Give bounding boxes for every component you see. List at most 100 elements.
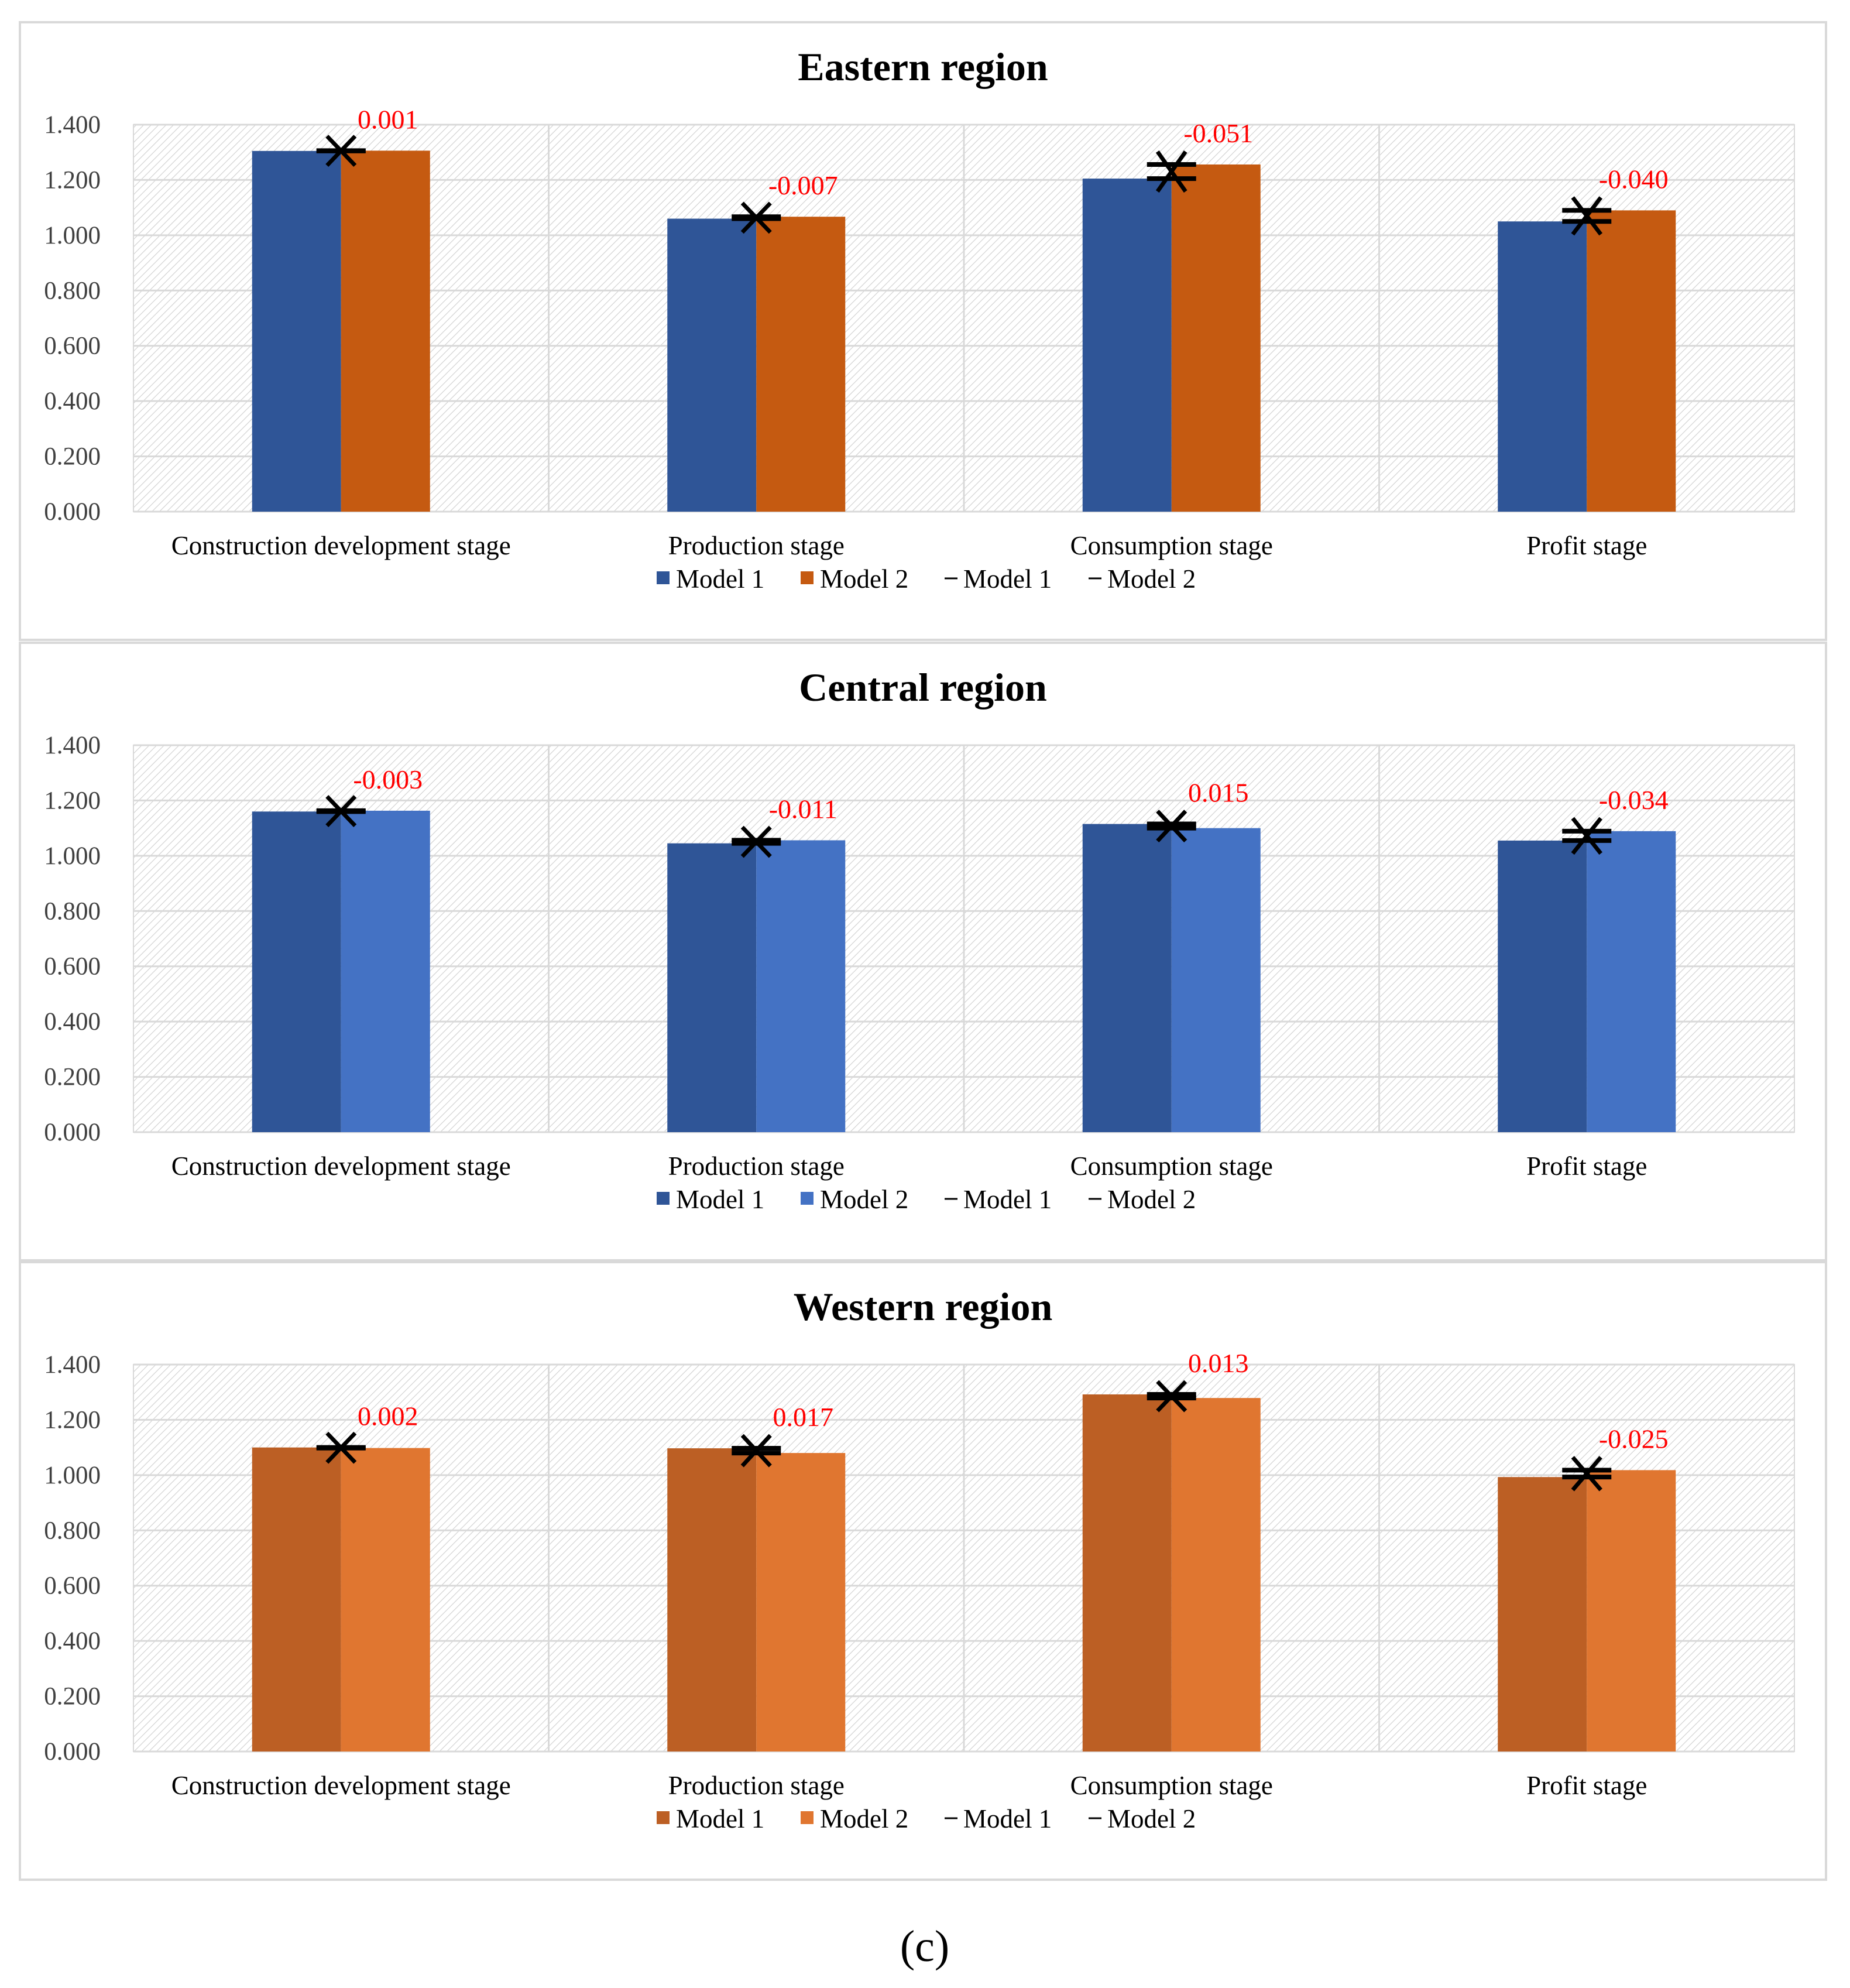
bar-model-1: [252, 811, 341, 1132]
x-category-label: Profit stage: [1526, 531, 1647, 560]
figure-caption: (c): [900, 1922, 949, 1971]
legend-label: Model 1: [676, 1804, 764, 1833]
error-marker: [1562, 196, 1612, 236]
bar-model-2: [341, 1448, 430, 1752]
x-category-label: Production stage: [668, 1151, 845, 1181]
error-marker: [1562, 1456, 1612, 1492]
legend-swatch: [801, 1192, 814, 1205]
cross-stroke: [1156, 810, 1187, 843]
y-tick-label: 0.200: [44, 1064, 101, 1091]
error-marker: [1147, 1380, 1196, 1413]
x-category-label: Consumption stage: [1070, 1151, 1273, 1181]
error-marker: [732, 825, 781, 858]
difference-label: -0.025: [1599, 1424, 1669, 1454]
difference-label: -0.034: [1599, 785, 1669, 815]
difference-label: 0.013: [1188, 1348, 1249, 1378]
legend-swatch: [801, 571, 814, 584]
bar-model-2: [341, 810, 430, 1132]
cross-stroke: [740, 1434, 772, 1468]
error-marker: [316, 135, 366, 167]
legend-label: Model 2: [820, 1185, 908, 1214]
legend-label: Model 2: [820, 1804, 908, 1833]
bar-model-2: [1171, 164, 1261, 512]
difference-label: 0.015: [1188, 778, 1249, 808]
y-tick-label: 0.200: [44, 1683, 101, 1711]
y-tick-label: 1.400: [44, 732, 101, 759]
bar-model-2: [1171, 1398, 1261, 1752]
bar-model-2: [756, 1453, 846, 1752]
legend: Model 1 Model 2 Model 1 Model 2: [657, 1804, 1196, 1833]
cross-stroke: [325, 1431, 357, 1464]
bar-model-2: [1587, 210, 1676, 512]
legend-label: Model 1: [676, 564, 764, 594]
y-tick-label: 1.400: [44, 111, 101, 139]
legend-label: Model 1: [963, 564, 1052, 594]
y-tick-label: 1.200: [44, 166, 101, 194]
legend-label: Model 1: [963, 1804, 1052, 1833]
bar-model-2: [756, 217, 846, 512]
y-tick-label: 1.200: [44, 787, 101, 814]
y-tick-label: 0.000: [44, 498, 101, 526]
x-category-label: Construction development stage: [171, 1151, 511, 1181]
bar-model-1: [667, 843, 757, 1132]
charts-root: Eastern region 0.000 0.200 0.400 0.600 0.800 1…: [19, 21, 1827, 1881]
error-marker: [1147, 810, 1196, 843]
legend-swatch: [657, 1811, 670, 1824]
bar-model-1: [1082, 179, 1172, 512]
cross-stroke: [325, 135, 357, 167]
y-tick-label: 0.400: [44, 1627, 101, 1655]
cross-stroke: [1571, 1456, 1602, 1492]
x-category-label: Consumption stage: [1070, 1771, 1273, 1800]
error-marker: [316, 795, 366, 828]
x-category-label: Profit stage: [1526, 1151, 1647, 1181]
bar-model-1: [252, 150, 341, 512]
y-tick-label: 1.400: [44, 1351, 101, 1379]
cross-stroke: [1155, 150, 1187, 193]
y-tick-label: 1.200: [44, 1406, 101, 1434]
y-tick-label: 0.400: [44, 388, 101, 415]
error-marker: [732, 1434, 781, 1468]
chart-title: Central region: [799, 665, 1047, 709]
cross-stroke: [740, 201, 772, 234]
legend-swatch: [657, 571, 670, 584]
cross-stroke: [1571, 817, 1602, 855]
cross-stroke: [325, 795, 357, 828]
chart-panel-2: Central region 0.000 0.200 0.400 0.600 0.800 1…: [19, 642, 1827, 1262]
legend-swatch: [657, 1192, 670, 1205]
bar-model-1: [1498, 221, 1587, 512]
error-marker: [1562, 817, 1612, 855]
bar-model-1: [1082, 1394, 1172, 1752]
legend-label: Model 1: [963, 1185, 1052, 1214]
bar-model-1: [1498, 1477, 1587, 1752]
x-category-label: Profit stage: [1526, 1771, 1647, 1800]
x-category-label: Consumption stage: [1070, 531, 1273, 560]
y-tick-label: 1.000: [44, 1462, 101, 1489]
difference-label: -0.011: [769, 794, 838, 824]
bar-model-1: [667, 218, 757, 512]
chart-panel-3: Western region 0.000 0.200 0.400 0.600 0.800 1…: [19, 1261, 1827, 1881]
bar-model-1: [1082, 824, 1172, 1132]
y-tick-label: 0.600: [44, 1572, 101, 1600]
y-tick-label: 0.800: [44, 897, 101, 925]
bar-model-1: [1498, 840, 1587, 1132]
legend: Model 1 Model 2 Model 1 Model 2: [657, 564, 1196, 594]
cross-stroke: [1156, 1380, 1187, 1413]
y-tick-label: 0.600: [44, 953, 101, 981]
cross-stroke: [1571, 196, 1603, 236]
difference-label: 0.017: [773, 1402, 834, 1432]
difference-label: -0.003: [353, 765, 423, 794]
y-tick-label: 0.800: [44, 1517, 101, 1544]
chart-title: Western region: [794, 1284, 1053, 1329]
legend-label: Model 2: [820, 564, 908, 594]
y-tick-label: 0.600: [44, 333, 101, 360]
y-tick-label: 0.000: [44, 1119, 101, 1146]
chart-title: Eastern region: [798, 44, 1048, 89]
bar-model-1: [252, 1447, 341, 1752]
legend: Model 1 Model 2 Model 1 Model 2: [657, 1185, 1196, 1214]
legend-label: Model 2: [1107, 1185, 1196, 1214]
x-category-label: Production stage: [668, 1771, 845, 1800]
error-marker: [732, 201, 781, 234]
x-category-label: Construction development stage: [171, 531, 511, 560]
difference-label: 0.001: [358, 104, 418, 134]
